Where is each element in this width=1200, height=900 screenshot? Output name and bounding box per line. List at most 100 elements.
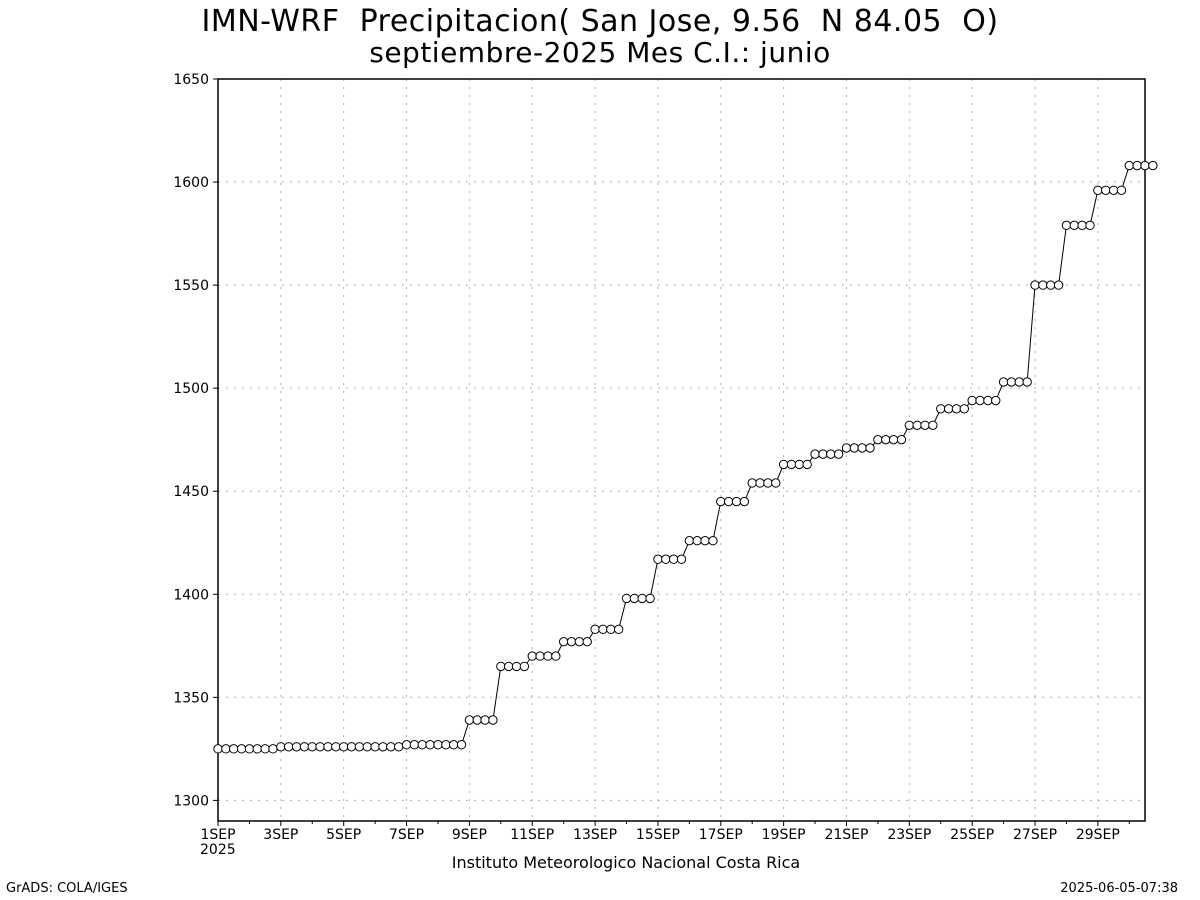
data-point [519,661,530,672]
data-point [543,651,553,661]
data-point [323,742,333,752]
data-point [480,715,490,725]
x-tick-label: 15SEP [636,827,680,843]
data-point [833,449,844,459]
x-tick-label: 11SEP [510,827,554,843]
data-point [613,624,624,635]
x-tick-label: 27SEP [1013,827,1057,843]
data-point [221,744,231,754]
data-point [456,740,467,750]
data-point [841,443,852,453]
data-point [582,636,592,647]
data-point [1022,377,1032,387]
data-point [873,434,883,445]
data-point [708,535,718,546]
y-tick-label: 1500 [173,381,209,397]
x-tick-label: 9SEP [452,827,487,843]
data-point [881,434,891,445]
data-point [566,636,577,647]
data-point [991,395,1001,406]
data-point [284,742,294,752]
data-point [1085,220,1095,231]
data-point [896,434,907,445]
data-point [299,742,310,752]
x-tick-label: 3SEP [263,827,298,843]
data-point [551,651,561,661]
data-point [307,742,317,752]
y-tick-label: 1650 [173,72,209,88]
data-point [354,742,365,752]
data-point [1038,280,1048,290]
data-point [778,459,789,470]
data-point [433,740,443,750]
data-point [503,661,514,672]
data-point [1014,377,1025,387]
x-tick-label: 1SEP [200,827,235,843]
data-point [409,740,420,750]
data-point [401,740,412,750]
data-point [943,404,954,414]
y-tick-label: 1550 [173,278,209,294]
data-point [951,404,962,414]
data-point [535,651,545,661]
data-point [252,744,262,754]
data-point [723,496,734,507]
data-point [291,742,302,752]
x-tick-label: 7SEP [389,827,424,843]
data-point [684,535,695,546]
chart-title-line1: IMN-WRF Precipitacion( San Jose, 9.56 N … [201,4,999,39]
data-point [488,715,498,725]
data-point [975,395,985,406]
software-credit: GrADS: COLA/IGES [6,881,128,896]
data-point [818,449,828,459]
data-point [472,715,482,725]
data-point [590,624,600,635]
data-point [315,742,325,752]
data-point [771,478,781,488]
data-point [716,496,726,507]
data-point [888,434,899,445]
data-point [362,742,372,752]
data-point [213,744,223,754]
data-point [802,459,812,470]
data-point [1140,160,1150,171]
data-point [448,740,459,750]
data-point [331,742,341,752]
data-point [629,593,640,604]
data-point [1077,220,1087,231]
x-tick-label: 17SEP [699,827,743,843]
data-point [441,740,451,750]
timestamp-label: 2025-06-05-07:38 [1060,881,1178,896]
data-point [676,554,687,564]
data-point [849,443,860,453]
data-point [268,744,278,754]
data-point [786,459,797,470]
data-point [527,651,537,661]
data-point [1116,185,1127,196]
data-point [810,449,820,459]
series-line [218,165,1153,750]
data-point [1124,160,1134,171]
data-point [417,740,427,750]
data-point [606,624,616,635]
data-point [763,478,773,488]
data-point [912,420,922,430]
data-point [621,593,632,604]
data-point [1046,280,1056,290]
data-point [865,443,875,453]
data-point [1108,185,1119,196]
data-point [378,742,388,752]
data-point [755,478,765,488]
data-point [425,740,435,750]
data-point [260,744,270,754]
data-point [574,636,585,647]
year-label: 2025 [200,842,236,858]
data-point [857,443,867,453]
data-point [998,377,1009,387]
data-point [983,395,993,406]
data-point [236,744,247,754]
y-tick-label: 1300 [173,793,209,809]
chart-title-line2: septiembre-2025 Mes C.I.: junio [369,36,831,69]
data-point [747,478,757,488]
plot-frame [217,78,1146,822]
